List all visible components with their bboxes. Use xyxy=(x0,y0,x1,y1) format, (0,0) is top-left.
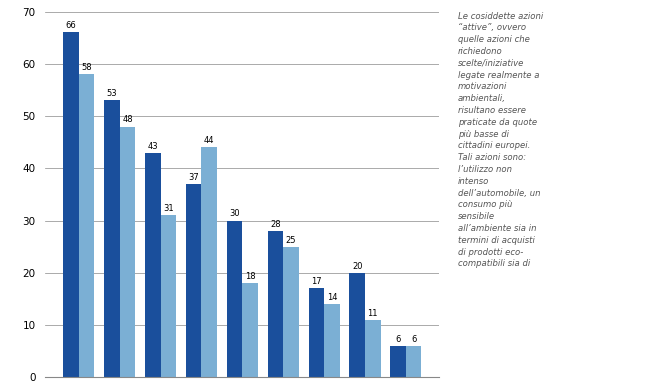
Bar xyxy=(64,32,79,377)
Bar xyxy=(365,320,380,377)
Bar xyxy=(145,152,161,377)
Bar xyxy=(120,127,135,377)
Bar xyxy=(202,147,217,377)
Text: 66: 66 xyxy=(65,21,76,30)
Text: 25: 25 xyxy=(286,236,296,244)
Text: 18: 18 xyxy=(245,272,255,281)
Bar xyxy=(186,184,202,377)
Text: 53: 53 xyxy=(107,89,117,98)
Text: 58: 58 xyxy=(81,63,92,72)
Bar xyxy=(161,215,176,377)
Text: Le cosiddette azioni
“attive”, ovvero
quelle azioni che
richiedono
scelte/inizia: Le cosiddette azioni “attive”, ovvero qu… xyxy=(457,12,543,268)
Text: 20: 20 xyxy=(352,262,362,271)
Bar xyxy=(324,304,340,377)
Text: 17: 17 xyxy=(311,277,321,286)
Bar xyxy=(308,288,324,377)
Text: 48: 48 xyxy=(122,116,133,124)
Text: 43: 43 xyxy=(148,142,158,151)
Bar xyxy=(349,273,365,377)
Text: 30: 30 xyxy=(229,209,240,218)
Bar xyxy=(406,346,421,377)
Text: 11: 11 xyxy=(367,309,378,318)
Text: 28: 28 xyxy=(270,220,281,229)
Bar xyxy=(283,247,299,377)
Text: 6: 6 xyxy=(395,335,401,344)
Bar xyxy=(268,231,283,377)
Text: 31: 31 xyxy=(163,204,174,213)
Bar xyxy=(390,346,406,377)
Bar xyxy=(227,221,242,377)
Text: 6: 6 xyxy=(411,335,417,344)
Text: 14: 14 xyxy=(327,293,337,302)
Text: 37: 37 xyxy=(189,173,199,182)
Bar xyxy=(242,283,258,377)
Text: 44: 44 xyxy=(204,136,214,145)
Bar xyxy=(104,100,120,377)
Bar xyxy=(79,74,95,377)
